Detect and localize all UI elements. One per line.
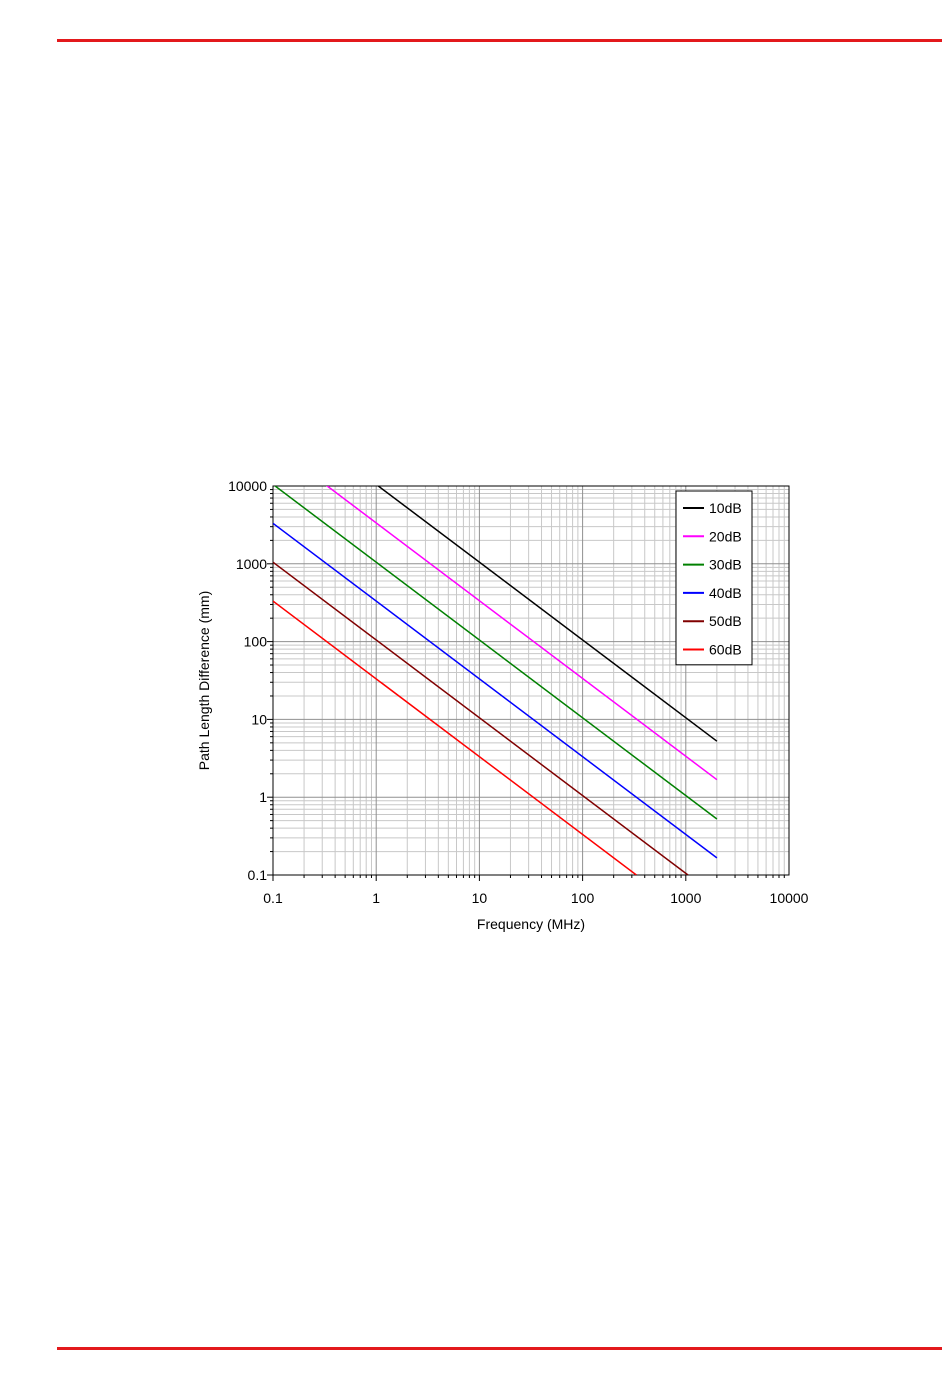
plot-frame: [272, 485, 790, 876]
x-tick-label: 10000: [770, 890, 809, 906]
header-rule: [57, 39, 942, 42]
series-layer: [273, 486, 718, 875]
path-length-chart: 0.1 1 10 100 1000 10000 0.1 1 10 100 1000 10000 Fr…: [196, 478, 809, 932]
series-line-10db: [377, 486, 718, 742]
y-tick-label: 10: [251, 711, 267, 727]
y-tick-label: 10000: [228, 478, 267, 494]
chart-container: 0.1 1 10 100 1000 10000 0.1 1 10 100 1000 10000 Fr…: [180, 470, 820, 940]
x-axis-label: Frequency (MHz): [477, 916, 585, 932]
y-tick-labels: 0.1 1 10 100 1000 10000: [228, 478, 273, 883]
x-tick-label: 0.1: [263, 890, 283, 906]
series-line-20db: [325, 486, 718, 781]
x-tick-label: 1000: [670, 890, 701, 906]
y-axis-label: Path Length Difference (mm): [196, 591, 212, 771]
legend-label: 60dB: [709, 642, 742, 658]
x-tick-label: 1: [372, 890, 380, 906]
series-line-50db: [273, 561, 689, 875]
series-line-40db: [273, 522, 718, 859]
legend-label: 20dB: [709, 528, 742, 544]
legend-label: 40dB: [709, 585, 742, 601]
y-tick-label: 0.1: [248, 867, 268, 883]
legend-box: [675, 490, 753, 666]
x-tick-label: 10: [472, 890, 488, 906]
series-line-30db: [273, 486, 718, 820]
x-tick-labels: 0.1 1 10 100 1000 10000: [263, 875, 809, 906]
y-tick-label: 1: [259, 789, 267, 805]
series-line-60db: [273, 600, 637, 875]
legend-label: 50dB: [709, 613, 742, 629]
legend-label: 10dB: [709, 500, 742, 516]
footer-rule: [57, 1347, 942, 1350]
y-tick-label: 100: [244, 634, 268, 650]
x-tick-label: 100: [571, 890, 595, 906]
legend: 10dB 20dB 30dB 40dB 50dB 60dB: [675, 490, 753, 666]
legend-label: 30dB: [709, 557, 742, 573]
y-tick-label: 1000: [236, 556, 267, 572]
